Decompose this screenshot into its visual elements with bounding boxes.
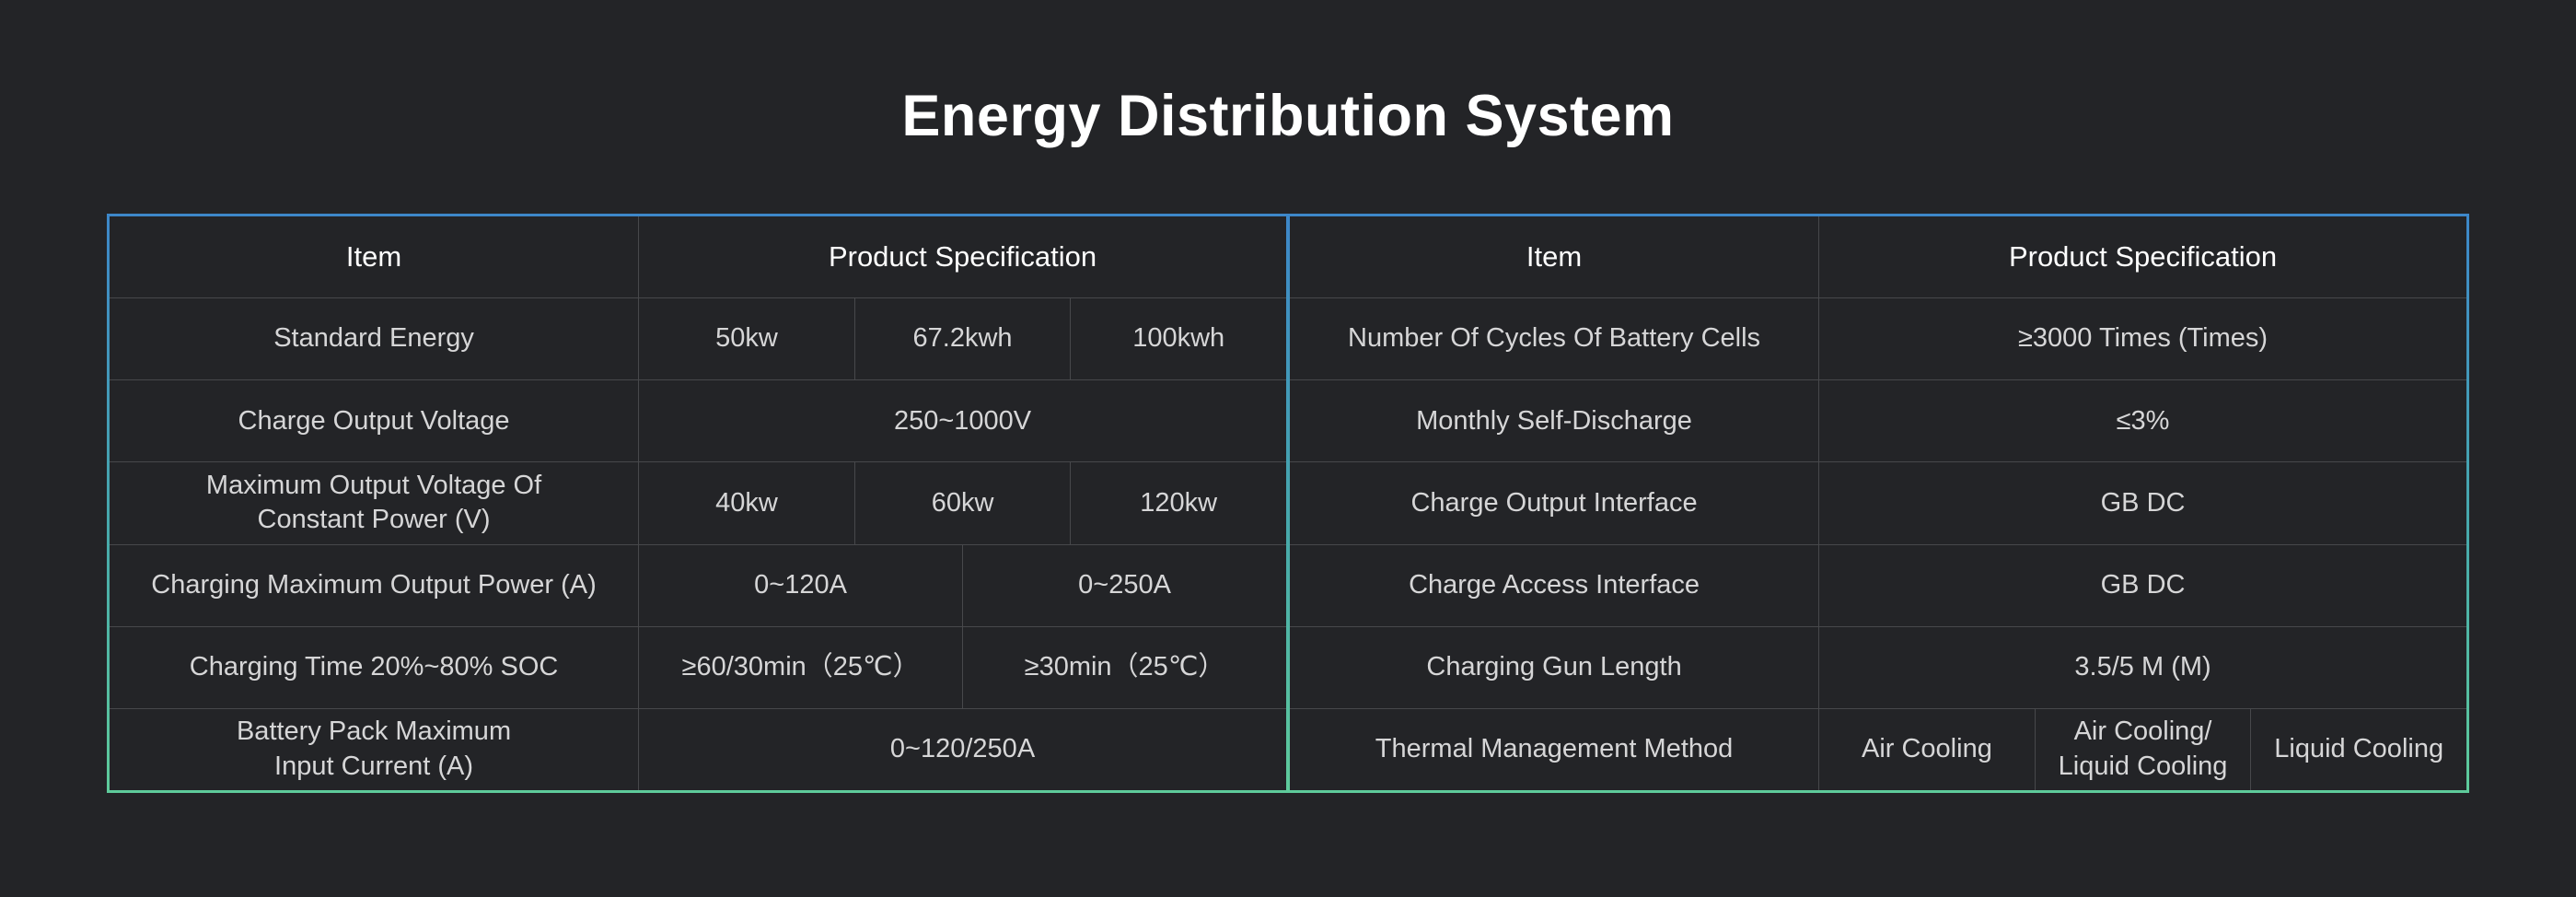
value-cell: ≥60/30min（25℃）	[681, 651, 920, 681]
value-cell: GB DC	[2100, 487, 2186, 518]
value-cell: Air Cooling	[1861, 734, 1992, 764]
value-cell: 50kw	[715, 323, 778, 354]
value-cell: 0~120/250A	[889, 734, 1036, 764]
item-cell: Maximum Output Voltage Of Constant Power…	[110, 462, 640, 544]
item-header-cell: Item	[1290, 216, 1820, 298]
value-cell: 120kw	[1070, 462, 1286, 544]
page-title: Energy Distribution System	[901, 84, 1675, 148]
item-cell: Charging Gun Length	[1290, 626, 1820, 708]
spec-table-right: Item Product Specification Number Of Cyc…	[1290, 216, 2466, 790]
value-cell: 0~250A	[962, 544, 1286, 626]
value-cell: 100kwh	[1070, 298, 1286, 380]
spec-tables-container: Item Product Specification Standard Ener…	[107, 214, 2469, 793]
value-cell: GB DC	[2100, 569, 2186, 600]
item-cell: Thermal Management Method	[1290, 708, 1820, 790]
value-cell: 0~120A	[754, 569, 847, 600]
value-cell: Liquid Cooling	[2250, 708, 2466, 790]
table-row-charging-max-output-power: Charging Maximum Output Power (A) 0~120A…	[110, 543, 1286, 626]
value-cell: 67.2kwh	[853, 298, 1071, 380]
value-cell: 3.5/5 M (M)	[2074, 651, 2211, 681]
table-row-battery-cycles: Number Of Cycles Of Battery Cells ≥3000 …	[1290, 297, 2466, 380]
item-cell: Charge Access Interface	[1290, 544, 1820, 626]
value-cell: Air Cooling/ Liquid Cooling	[2034, 708, 2251, 790]
value-cell: ≥30min（25℃）	[962, 626, 1286, 708]
table-row-charge-output-voltage: Charge Output Voltage 250~1000V	[110, 379, 1286, 462]
table-gradient-divider	[1286, 216, 1290, 790]
table-row-charging-time: Charging Time 20%~80% SOC ≥60/30min（25℃）…	[110, 625, 1286, 708]
value-cell: 250~1000V	[893, 405, 1032, 436]
table-header-row: Item Product Specification	[1290, 216, 2466, 298]
item-cell: Standard Energy	[110, 298, 640, 380]
item-cell: Monthly Self-Discharge	[1290, 380, 1820, 462]
table-row-monthly-self-discharge: Monthly Self-Discharge ≤3%	[1290, 379, 2466, 462]
value-cell: ≥3000 Times (Times)	[2018, 323, 2269, 354]
item-header-cell: Item	[110, 216, 640, 298]
table-row-thermal-management: Thermal Management Method Air Cooling Ai…	[1290, 707, 2466, 790]
table-row-standard-energy: Standard Energy 50kw 67.2kwh 100kwh	[110, 297, 1286, 380]
table-row-battery-pack-max-input: Battery Pack Maximum Input Current (A) 0…	[110, 707, 1286, 790]
spec-header-cell: Product Specification	[828, 239, 1097, 273]
item-cell: Charge Output Interface	[1290, 462, 1820, 544]
table-row-charging-gun-length: Charging Gun Length 3.5/5 M (M)	[1290, 625, 2466, 708]
table-header-row: Item Product Specification	[110, 216, 1286, 298]
value-cell: 60kw	[853, 462, 1071, 544]
table-row-max-output-voltage: Maximum Output Voltage Of Constant Power…	[110, 461, 1286, 544]
table-row-charge-access-interface: Charge Access Interface GB DC	[1290, 543, 2466, 626]
item-cell: Number Of Cycles Of Battery Cells	[1290, 298, 1820, 380]
spec-header-cell: Product Specification	[2008, 239, 2278, 273]
item-cell: Charging Time 20%~80% SOC	[110, 626, 640, 708]
item-cell: Charging Maximum Output Power (A)	[110, 544, 640, 626]
item-cell: Charge Output Voltage	[110, 380, 640, 462]
value-cell: ≤3%	[2116, 405, 2170, 436]
table-row-charge-output-interface: Charge Output Interface GB DC	[1290, 461, 2466, 544]
spec-table-left: Item Product Specification Standard Ener…	[110, 216, 1286, 790]
value-cell: 40kw	[715, 487, 778, 518]
item-cell: Battery Pack Maximum Input Current (A)	[110, 708, 640, 790]
